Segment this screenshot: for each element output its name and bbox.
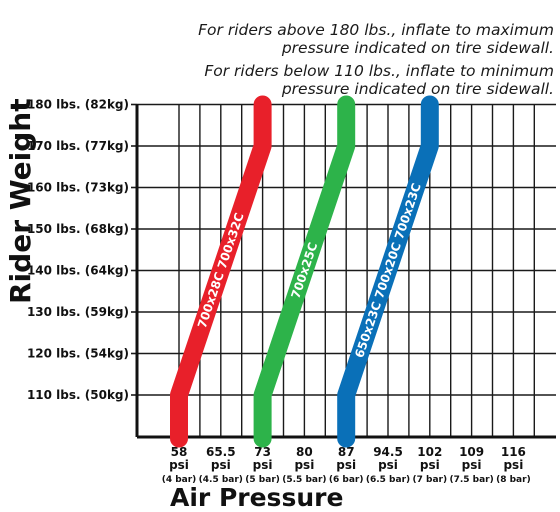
note-light-riders: For riders below 110 lbs., inflate to mi… [204, 62, 554, 98]
x-tick-psi-value: 87 [338, 445, 355, 459]
x-tick-bar-value: (4 bar) [162, 475, 197, 485]
x-tick-psi-value: 94.5 [373, 445, 403, 459]
y-tick-labels: 110 lbs. (50kg) 120 lbs. (54kg) 130 lbs. (… [27, 98, 129, 403]
x-tick-psi-unit: psi [336, 458, 356, 472]
x-tick-bar-value: (5.5 bar) [282, 475, 326, 485]
y-axis-title: Rider Weight [4, 98, 37, 304]
y-tick-label: 160 lbs. (73kg) [27, 181, 129, 195]
x-tick-psi-value: 80 [296, 445, 313, 459]
x-tick-psi-value: 73 [254, 445, 271, 459]
x-tick-bar-value: (7.5 bar) [449, 475, 493, 485]
note-heavy-riders-line-2: pressure indicated on tire sidewall. [281, 39, 554, 57]
x-tick-bar-value: (7 bar) [413, 475, 448, 485]
y-tick-label: 120 lbs. (54kg) [27, 347, 129, 361]
note-light-riders-line-1: For riders below 110 lbs., inflate to mi… [204, 62, 554, 80]
y-tick-label: 150 lbs. (68kg) [27, 222, 129, 236]
x-tick-psi-value: 65.5 [206, 445, 236, 459]
x-tick-psi-value: 109 [459, 445, 484, 459]
note-heavy-riders-line-1: For riders above 180 lbs., inflate to ma… [198, 21, 554, 39]
x-axis-title: Air Pressure [170, 483, 344, 512]
x-tick-bar-value: (6.5 bar) [366, 475, 410, 485]
x-tick-psi-value: 102 [417, 445, 442, 459]
x-tick-bar-value: (6 bar) [329, 475, 364, 485]
x-tick-bar-value: (5 bar) [245, 475, 280, 485]
x-tick-bar-value: (8 bar) [496, 475, 531, 485]
y-tick-label: 140 lbs. (64kg) [27, 264, 129, 278]
x-tick-psi-unit: psi [420, 458, 440, 472]
x-tick-psi-unit: psi [211, 458, 231, 472]
note-heavy-riders: For riders above 180 lbs., inflate to ma… [198, 21, 554, 57]
note-light-riders-line-2: pressure indicated on tire sidewall. [281, 80, 554, 98]
x-tick-psi-unit: psi [378, 458, 398, 472]
x-tick-psi-unit: psi [253, 458, 273, 472]
y-tick-label: 180 lbs. (82kg) [27, 98, 129, 112]
x-tick-psi-unit: psi [462, 458, 482, 472]
series-band [253, 95, 356, 448]
y-tick-label: 130 lbs. (59kg) [27, 305, 129, 319]
x-tick-psi-value: 116 [501, 445, 526, 459]
x-tick-psi-unit: psi [294, 458, 314, 472]
x-tick-psi-unit: psi [503, 458, 523, 472]
series-band [170, 95, 272, 448]
x-tick-psi-value: 58 [171, 445, 188, 459]
y-tick-label: 170 lbs. (77kg) [27, 139, 129, 153]
series-band [337, 95, 439, 448]
x-tick-psi-unit: psi [169, 458, 189, 472]
y-tick-label: 110 lbs. (50kg) [27, 388, 129, 402]
x-tick-bar-value: (4.5 bar) [199, 475, 243, 485]
